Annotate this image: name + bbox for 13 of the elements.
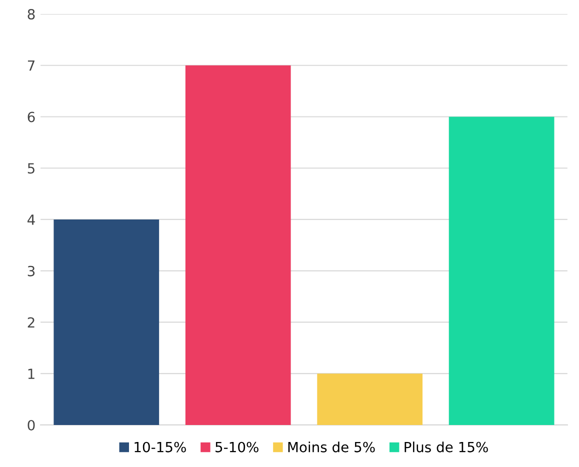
legend-label: 5-10% <box>216 442 258 452</box>
legend-label: Moins de 5% <box>288 442 375 452</box>
y-tick-label: 4 <box>28 214 35 225</box>
y-tick-label: 1 <box>28 368 34 379</box>
y-tick-label: 7 <box>28 60 34 71</box>
y-tick-label: 2 <box>28 317 34 328</box>
legend-label: 10-15% <box>134 442 186 452</box>
y-tick-label: 6 <box>28 112 35 122</box>
y-tick-label: 0 <box>28 420 35 430</box>
y-tick-label: 5 <box>28 163 34 174</box>
y-tick-label: 8 <box>28 8 35 20</box>
y-tick-label: 3 <box>28 266 35 276</box>
legend-label: Plus de 15% <box>404 442 488 452</box>
